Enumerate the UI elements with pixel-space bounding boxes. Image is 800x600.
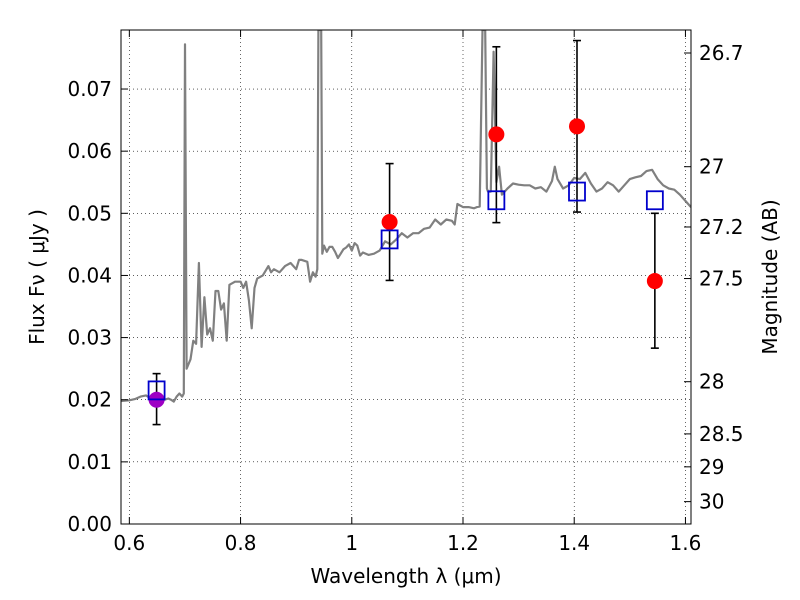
x-tick-label: 0.8 (225, 531, 257, 555)
y-tick-label: 0.06 (67, 139, 112, 163)
y-tick-label: 0.07 (67, 77, 112, 101)
y-tick-label: 0.01 (67, 450, 112, 474)
x-tick-label: 1.4 (558, 531, 590, 555)
axis-ticks: 0.6 0.8 1 1.2 1.4 1.6 0.00 0.01 0.02 0.03 0.04 0.05… (67, 30, 744, 555)
observed-point (569, 118, 585, 135)
model-point (380, 229, 399, 250)
x-tick-label: 0.6 (113, 531, 145, 555)
model-point (645, 190, 664, 211)
x-axis-label: Wavelength λ (μm) (310, 564, 501, 588)
y-tick-label: 0.05 (67, 201, 112, 225)
spectrum-line (121, 30, 691, 403)
model-point (568, 181, 586, 202)
y2-axis-label: Magnitude (AB) (758, 199, 782, 354)
y2-tick-label: 27 (699, 155, 724, 179)
y2-tick-label: 27.2 (699, 215, 744, 239)
plot-frame (120, 29, 692, 525)
x-tick-label: 1.2 (447, 531, 479, 555)
model-point (487, 190, 506, 211)
y-tick-label: 0.02 (67, 388, 112, 412)
y-tick-label: 0.03 (67, 326, 112, 350)
plot-area (121, 30, 691, 426)
y2-tick-label: 28.5 (699, 422, 744, 446)
y2-tick-label: 28 (699, 370, 724, 394)
y-tick-label: 0.04 (67, 263, 112, 287)
grid (121, 30, 691, 525)
x-tick-label: 1.6 (670, 531, 702, 555)
observed-point (488, 126, 505, 143)
x-tick-label: 1 (345, 531, 358, 555)
observed-point (381, 214, 398, 231)
y-tick-label: 0.00 (67, 512, 112, 536)
observed-point (646, 273, 663, 290)
model-point (147, 380, 166, 401)
y2-tick-label: 27.5 (699, 267, 744, 291)
y2-tick-label: 29 (699, 455, 724, 479)
y2-tick-label: 30 (699, 490, 724, 514)
y2-tick-label: 26.7 (699, 41, 744, 65)
y-axis-label: Flux Fν ( μJy ) (25, 209, 49, 345)
